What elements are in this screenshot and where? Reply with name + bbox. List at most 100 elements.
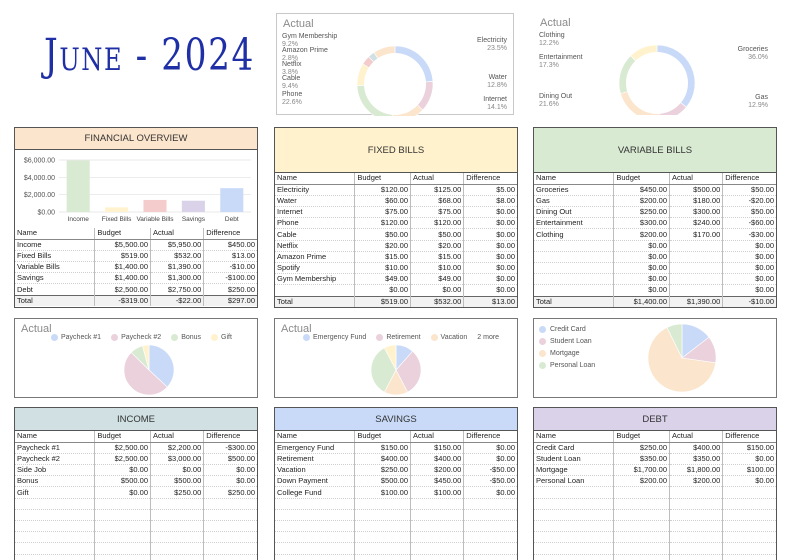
legend-item[interactable]: Vacation	[430, 334, 467, 341]
cell-name[interactable]	[534, 240, 615, 252]
cell-value[interactable]	[669, 240, 724, 252]
savings-pie-slice[interactable]	[383, 344, 397, 371]
cell-value[interactable]: $0.00	[410, 284, 465, 297]
cell-value[interactable]	[354, 554, 412, 560]
cell-value[interactable]	[150, 498, 205, 510]
cell-value[interactable]: $350.00	[613, 453, 671, 466]
income-pie-slice[interactable]	[142, 344, 150, 371]
cell-value[interactable]: $125.00	[410, 184, 465, 196]
cell-value[interactable]: $1,800.00	[669, 464, 724, 477]
cell-value[interactable]	[722, 509, 776, 522]
cell-value[interactable]: Difference	[203, 431, 257, 443]
cell-value[interactable]: $0.00	[722, 273, 776, 286]
savings-pie-slice[interactable]	[370, 347, 397, 393]
legend-more-link[interactable]: 2 more	[477, 334, 500, 341]
cell-value[interactable]: $297.00	[203, 294, 257, 307]
cell-value[interactable]	[354, 509, 412, 522]
cell-name[interactable]: Emergency Fund	[275, 442, 356, 454]
legend-item[interactable]: Mortgage	[539, 347, 595, 359]
cell-value[interactable]: $400.00	[410, 453, 465, 466]
cell-name[interactable]: Gym Membership	[275, 273, 356, 286]
cell-name[interactable]: Savings	[15, 272, 96, 285]
cell-value[interactable]: $450.00	[203, 239, 257, 251]
cell-name[interactable]: Entertainment	[534, 217, 615, 230]
cell-value[interactable]: $1,400.00	[613, 295, 671, 307]
cell-value[interactable]: $250.00	[203, 283, 257, 296]
cell-value[interactable]: $100.00	[722, 464, 776, 477]
cell-value[interactable]: $60.00	[354, 195, 412, 208]
cell-name[interactable]: Fixed Bills	[15, 250, 96, 263]
cell-value[interactable]: $1,390.00	[150, 261, 205, 274]
cell-value[interactable]: $1,700.00	[613, 464, 671, 477]
cell-value[interactable]: -$50.00	[463, 464, 517, 477]
cell-value[interactable]: $532.00	[150, 250, 205, 263]
income-pie-slice[interactable]	[123, 352, 168, 396]
cell-value[interactable]: $75.00	[354, 206, 412, 219]
bar[interactable]	[220, 188, 244, 212]
cell-name[interactable]: Electricity	[275, 184, 356, 196]
bar[interactable]	[181, 200, 205, 212]
cell-value[interactable]: $50.00	[410, 228, 465, 241]
cell-value[interactable]: $400.00	[354, 453, 412, 466]
cell-value[interactable]: Actual	[669, 173, 724, 185]
cell-name[interactable]: Internet	[275, 206, 356, 219]
cell-value[interactable]	[669, 542, 724, 555]
cell-value[interactable]: $5,950.00	[150, 239, 205, 251]
savings-pie-chart[interactable]: Actual Emergency Fund Retirement Vacation 2…	[274, 318, 518, 398]
cell-name[interactable]: Mortgage	[534, 464, 615, 477]
cell-value[interactable]: $120.00	[354, 217, 412, 230]
cell-value[interactable]: $0.00	[613, 240, 671, 252]
cell-value[interactable]	[150, 531, 205, 544]
cell-value[interactable]: $50.00	[354, 228, 412, 241]
cell-value[interactable]	[354, 542, 412, 555]
cell-value[interactable]: $1,400.00	[94, 272, 152, 285]
cell-value[interactable]: $150.00	[722, 442, 776, 454]
cell-value[interactable]: $20.00	[410, 240, 465, 252]
cell-value[interactable]	[203, 520, 257, 533]
cell-value[interactable]: $200.00	[669, 475, 724, 488]
cell-name[interactable]: Debt	[15, 283, 96, 296]
cell-value[interactable]: $0.00	[463, 273, 517, 286]
cell-name[interactable]	[534, 273, 615, 286]
cell-value[interactable]: $250.00	[613, 442, 671, 454]
cell-name[interactable]: Groceries	[534, 184, 615, 196]
cell-value[interactable]: -$50.00	[463, 475, 517, 488]
legend-item[interactable]: Personal Loan	[539, 359, 595, 371]
cell-value[interactable]	[94, 509, 152, 522]
cell-value[interactable]: Budget	[354, 173, 412, 185]
debt-pie-chart[interactable]: Credit Card Student Loan Mortgage Personal …	[533, 318, 777, 398]
cell-name[interactable]: Name	[275, 431, 356, 443]
cell-value[interactable]	[613, 486, 671, 499]
cell-value[interactable]: $0.00	[722, 475, 776, 488]
cell-name[interactable]	[534, 284, 615, 297]
cell-value[interactable]	[94, 520, 152, 533]
cell-value[interactable]: $0.00	[463, 240, 517, 252]
cell-value[interactable]: -$300.00	[203, 442, 257, 454]
legend-item[interactable]: Retirement	[376, 334, 421, 341]
cell-value[interactable]: $3,000.00	[150, 453, 205, 466]
cell-value[interactable]: $180.00	[669, 195, 724, 208]
cell-value[interactable]	[463, 498, 517, 510]
cell-value[interactable]: $0.00	[613, 262, 671, 275]
cell-value[interactable]	[410, 531, 465, 544]
cell-value[interactable]	[722, 554, 776, 560]
cell-value[interactable]	[669, 284, 724, 297]
cell-value[interactable]: $0.00	[203, 475, 257, 488]
cell-value[interactable]: $1,400.00	[94, 261, 152, 274]
cell-value[interactable]	[669, 531, 724, 544]
cell-name[interactable]	[534, 509, 615, 522]
cell-value[interactable]: $0.00	[150, 464, 205, 477]
cell-value[interactable]	[354, 520, 412, 533]
cell-name[interactable]: Total	[534, 295, 615, 307]
cell-value[interactable]	[669, 273, 724, 286]
cell-name[interactable]: Paycheck #1	[15, 442, 96, 454]
overview-bar-chart[interactable]: $6,000.00 $4,000.00 $2,000.00 $0.00 Income Fi…	[15, 150, 257, 228]
cell-value[interactable]: $120.00	[410, 217, 465, 230]
cell-value[interactable]: Budget	[613, 431, 671, 443]
cell-value[interactable]: Actual	[150, 431, 205, 443]
cell-value[interactable]: $49.00	[354, 273, 412, 286]
cell-value[interactable]: $200.00	[410, 464, 465, 477]
cell-value[interactable]: $250.00	[150, 486, 205, 499]
cell-value[interactable]	[150, 509, 205, 522]
cell-name[interactable]: Gift	[15, 486, 96, 499]
